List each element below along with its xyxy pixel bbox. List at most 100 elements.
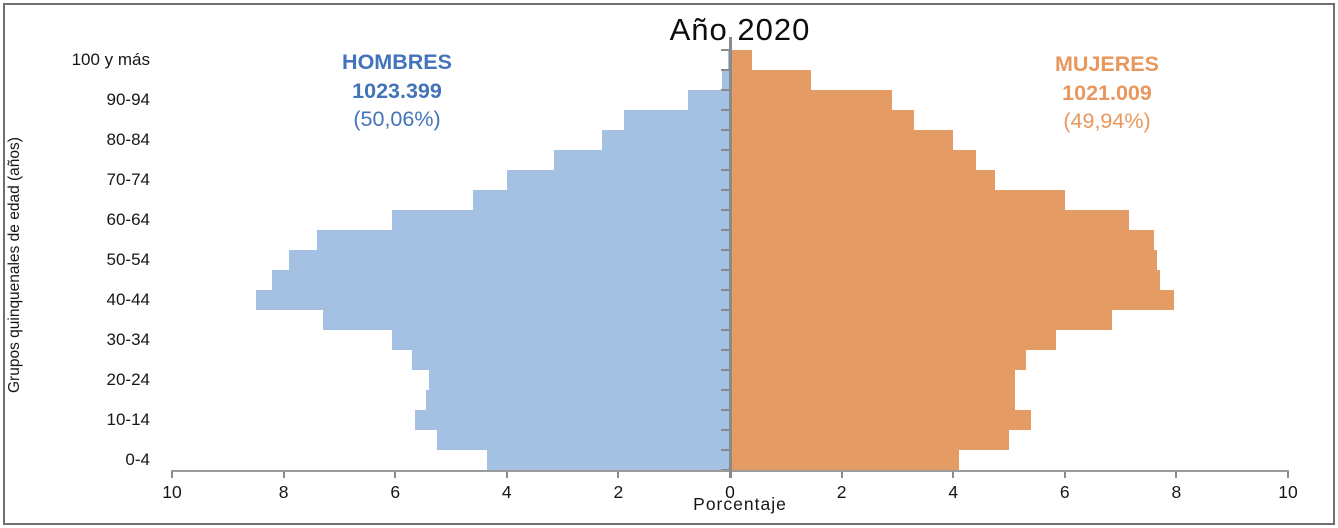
chart-title: Año 2020: [669, 12, 811, 47]
legend-hombres-name: HOMBRES: [342, 50, 452, 74]
bar-hombres-5-9: [437, 430, 730, 450]
bar-hombres-25-29: [411, 350, 730, 370]
center-axis-line: [729, 37, 732, 478]
center-axis-tick: [721, 269, 729, 271]
center-axis-tick: [721, 289, 729, 291]
x-tick-label-left-4: 4: [501, 482, 512, 502]
center-axis-tick: [721, 209, 729, 211]
legend-hombres: HOMBRES 1023.399 (50,06%): [272, 48, 522, 134]
bar-mujeres-5-9: [730, 430, 1009, 450]
bar-mujeres-25-29: [730, 350, 1026, 370]
age-label-20-24: 20-24: [106, 370, 150, 389]
center-axis-tick: [721, 189, 729, 191]
bar-mujeres-35-39: [730, 310, 1113, 330]
bar-mujeres-70-74: [730, 170, 996, 190]
bar-hombres-50-54: [289, 250, 730, 270]
x-axis-title: Porcentaje: [693, 494, 787, 514]
x-axis-tick: [617, 470, 620, 478]
legend-mujeres-total: 1021.009: [1062, 80, 1152, 105]
x-tick-label-4: 4: [948, 482, 959, 502]
age-label-70-74: 70-74: [106, 170, 150, 189]
age-label-30-34: 30-34: [106, 330, 150, 349]
center-axis-tick: [721, 389, 729, 391]
bar-mujeres-15-19: [730, 390, 1015, 410]
age-label-90-94: 90-94: [106, 90, 150, 109]
x-tick-label-left-8: 8: [278, 482, 289, 502]
bar-hombres-35-39: [322, 310, 730, 330]
age-label-100-y-mas: 100 y más: [71, 50, 150, 69]
bar-hombres-40-44: [255, 290, 730, 310]
x-tick-label-8: 8: [1171, 482, 1182, 502]
x-tick-label-left-2: 2: [613, 482, 624, 502]
center-axis-tick: [721, 449, 729, 451]
x-tick-label-left-6: 6: [390, 482, 401, 502]
bar-hombres-15-19: [425, 390, 730, 410]
bar-hombres-80-84: [601, 130, 730, 150]
center-axis-tick: [721, 49, 729, 51]
bar-mujeres-65-69: [730, 190, 1065, 210]
legend-hombres-percent: (50,06%): [353, 107, 441, 131]
age-label-0-4: 0-4: [125, 450, 150, 469]
bar-hombres-30-34: [392, 330, 730, 350]
bar-hombres-85-89: [623, 110, 730, 130]
center-axis-tick: [721, 249, 729, 251]
bar-hombres-45-49: [272, 270, 730, 290]
bar-hombres-55-59: [317, 230, 730, 250]
bar-hombres-0-4: [487, 450, 730, 470]
x-axis-tick: [505, 470, 508, 478]
center-axis-tick: [721, 429, 729, 431]
bar-mujeres-10-14: [730, 410, 1032, 430]
x-tick-label-0: 0: [725, 482, 735, 502]
center-axis-tick: [721, 409, 729, 411]
x-axis-tick: [1287, 470, 1289, 478]
x-axis-tick: [171, 470, 173, 478]
bar-hombres-90-94: [688, 90, 730, 110]
x-axis-tick: [840, 470, 843, 478]
chart-border: [3, 3, 1335, 525]
legend-mujeres-name: MUJERES: [1055, 52, 1159, 76]
bar-hombres-65-69: [473, 190, 730, 210]
bar-mujeres-40-44: [730, 290, 1174, 310]
legend-mujeres-percent: (49,94%): [1063, 109, 1151, 133]
age-label-60-64: 60-64: [106, 210, 150, 229]
x-tick-label-2: 2: [836, 482, 847, 502]
center-axis-tick: [721, 309, 729, 311]
bar-mujeres-60-64: [730, 210, 1129, 230]
center-axis-tick: [721, 169, 729, 171]
bar-mujeres-90-94: [730, 90, 892, 110]
bar-mujeres-55-59: [730, 230, 1155, 250]
bar-hombres-20-24: [428, 370, 730, 390]
bar-hombres-60-64: [392, 210, 730, 230]
x-tick-label-left-10: 10: [162, 482, 182, 502]
center-axis-tick: [721, 329, 729, 331]
center-axis-tick: [721, 69, 729, 71]
age-label-50-54: 50-54: [106, 250, 150, 269]
x-axis-tick: [1175, 470, 1178, 478]
bar-hombres-95-99: [721, 70, 730, 90]
center-axis-tick: [721, 229, 729, 231]
x-axis-tick: [282, 470, 285, 478]
x-tick-label-6: 6: [1059, 482, 1070, 502]
bar-mujeres-75-79: [730, 150, 976, 170]
bar-hombres-10-14: [414, 410, 730, 430]
x-tick-label-10: 10: [1278, 482, 1298, 502]
center-axis-tick: [721, 109, 729, 111]
bar-mujeres-100-y-mas: [730, 50, 753, 70]
age-label-80-84: 80-84: [106, 130, 150, 149]
bar-mujeres-50-54: [730, 250, 1157, 270]
bar-mujeres-95-99: [730, 70, 811, 90]
bar-mujeres-30-34: [730, 330, 1057, 350]
center-axis-tick: [721, 369, 729, 371]
legend-mujeres: MUJERES 1021.009 (49,94%): [982, 50, 1232, 136]
center-axis-tick: [721, 149, 729, 151]
bar-mujeres-20-24: [730, 370, 1015, 390]
bar-hombres-70-74: [506, 170, 730, 190]
x-axis-tick: [952, 470, 955, 478]
center-axis-tick: [721, 89, 729, 91]
age-label-40-44: 40-44: [106, 290, 150, 309]
age-label-10-14: 10-14: [106, 410, 150, 429]
center-axis-tick: [721, 129, 729, 131]
bar-mujeres-0-4: [730, 450, 959, 470]
x-axis-tick: [394, 470, 397, 478]
bar-mujeres-45-49: [730, 270, 1160, 290]
